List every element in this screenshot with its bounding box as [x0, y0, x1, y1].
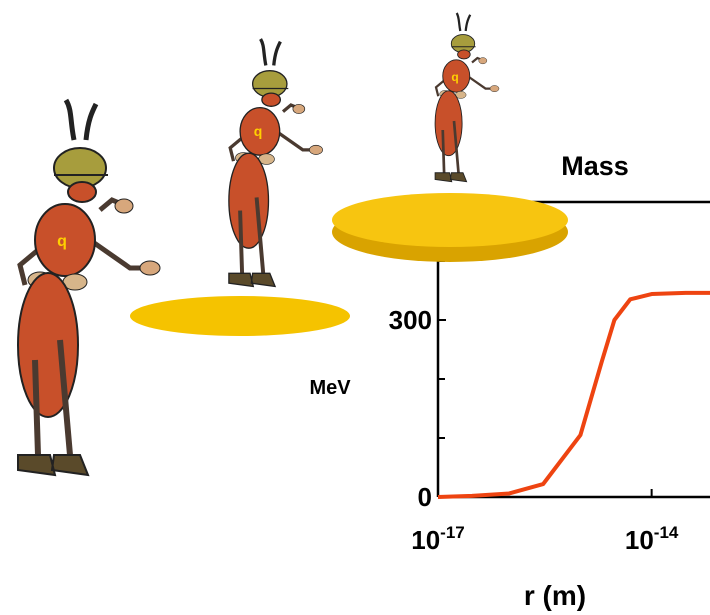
y-tick-label: 0: [418, 482, 432, 512]
ant: [18, 100, 160, 475]
platform: [130, 296, 350, 336]
x-tick-exponent: -17: [440, 523, 465, 542]
chart-title: Mass: [561, 151, 629, 181]
x-tick-base: 10: [411, 525, 440, 555]
line-series: [438, 293, 710, 497]
ant: [435, 13, 499, 182]
slide: 030010-1710-14 q q q Mass MeV r (m): [0, 0, 710, 615]
platform: [332, 193, 568, 247]
x-tick-label: 10-14: [625, 523, 679, 555]
x-tick-label: 10-17: [411, 523, 465, 555]
ant-label: q: [57, 233, 67, 250]
x-tick-base: 10: [625, 525, 654, 555]
ant: [229, 39, 323, 287]
x-axis-label: r (m): [524, 580, 586, 611]
x-tick-exponent: -14: [654, 523, 679, 542]
ant-label: q: [451, 70, 458, 84]
ant-label: q: [254, 123, 263, 139]
y-tick-label: 300: [389, 305, 432, 335]
y-axis-label: MeV: [309, 377, 351, 399]
